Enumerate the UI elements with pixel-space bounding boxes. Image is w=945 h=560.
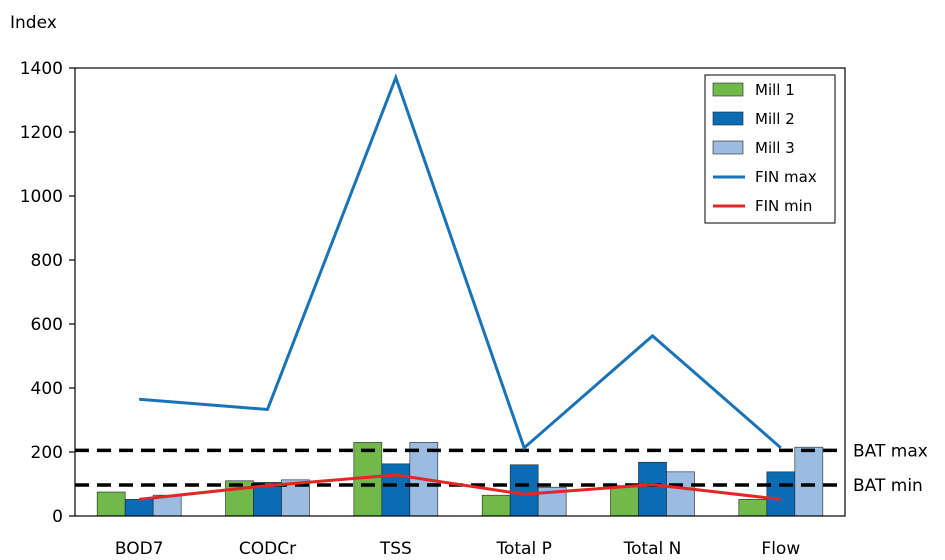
legend-label: FIN min [755,197,812,215]
legend-label: Mill 2 [755,110,795,128]
bar-mill-1 [738,499,768,517]
x-tick-label: Total N [623,539,682,559]
x-tick-label: Total P [495,539,551,559]
y-tick-label: 600 [31,315,63,335]
y-tick-label: 800 [31,251,63,271]
legend-label: Mill 1 [755,81,795,99]
bar-mill-1 [96,491,126,517]
bar-mill-2 [124,499,154,517]
y-axis-label: Index [10,13,57,33]
plot-frame [74,67,846,517]
y-tick-label: 1400 [20,59,63,79]
bar-mill-3 [666,471,695,517]
x-tick-label: CODCr [239,539,296,559]
y-tick-label: 1200 [20,123,63,143]
legend-swatch [712,82,744,97]
x-axis: BOD7 CODCr TSS Total P Total N Flow [115,539,800,559]
bar-mill-3 [794,446,824,517]
line-fin-min [139,473,782,501]
bar-mill-2 [638,461,667,517]
bars [96,442,824,517]
y-tick-label: 400 [31,379,63,399]
bar-mill-1 [481,494,511,517]
series-lines [139,73,782,501]
line-fin-max [139,73,782,451]
legend: Mill 1 Mill 2 Mill 3 FIN max FIN min [704,74,836,224]
y-tick-label: 1000 [20,187,63,207]
bar-mill-2 [766,471,796,517]
y-axis: 0 200 400 600 800 1000 1200 1400 [20,59,75,527]
y-tick-label: 0 [52,507,63,527]
x-tick-label: BOD7 [115,539,164,559]
ref-line-label: BAT max [853,441,928,461]
x-tick-label: TSS [379,539,412,559]
legend-swatch [712,140,744,155]
bar-mill-2 [381,463,411,517]
x-tick-label: Flow [761,539,800,559]
legend-label: FIN max [755,168,817,186]
y-tick-label: 200 [31,443,63,463]
bar-mill-1 [610,485,639,517]
legend-swatch [712,111,744,126]
legend-label: Mill 3 [755,139,795,157]
ref-line-label: BAT min [853,476,923,496]
bar-mill-2 [509,464,539,517]
